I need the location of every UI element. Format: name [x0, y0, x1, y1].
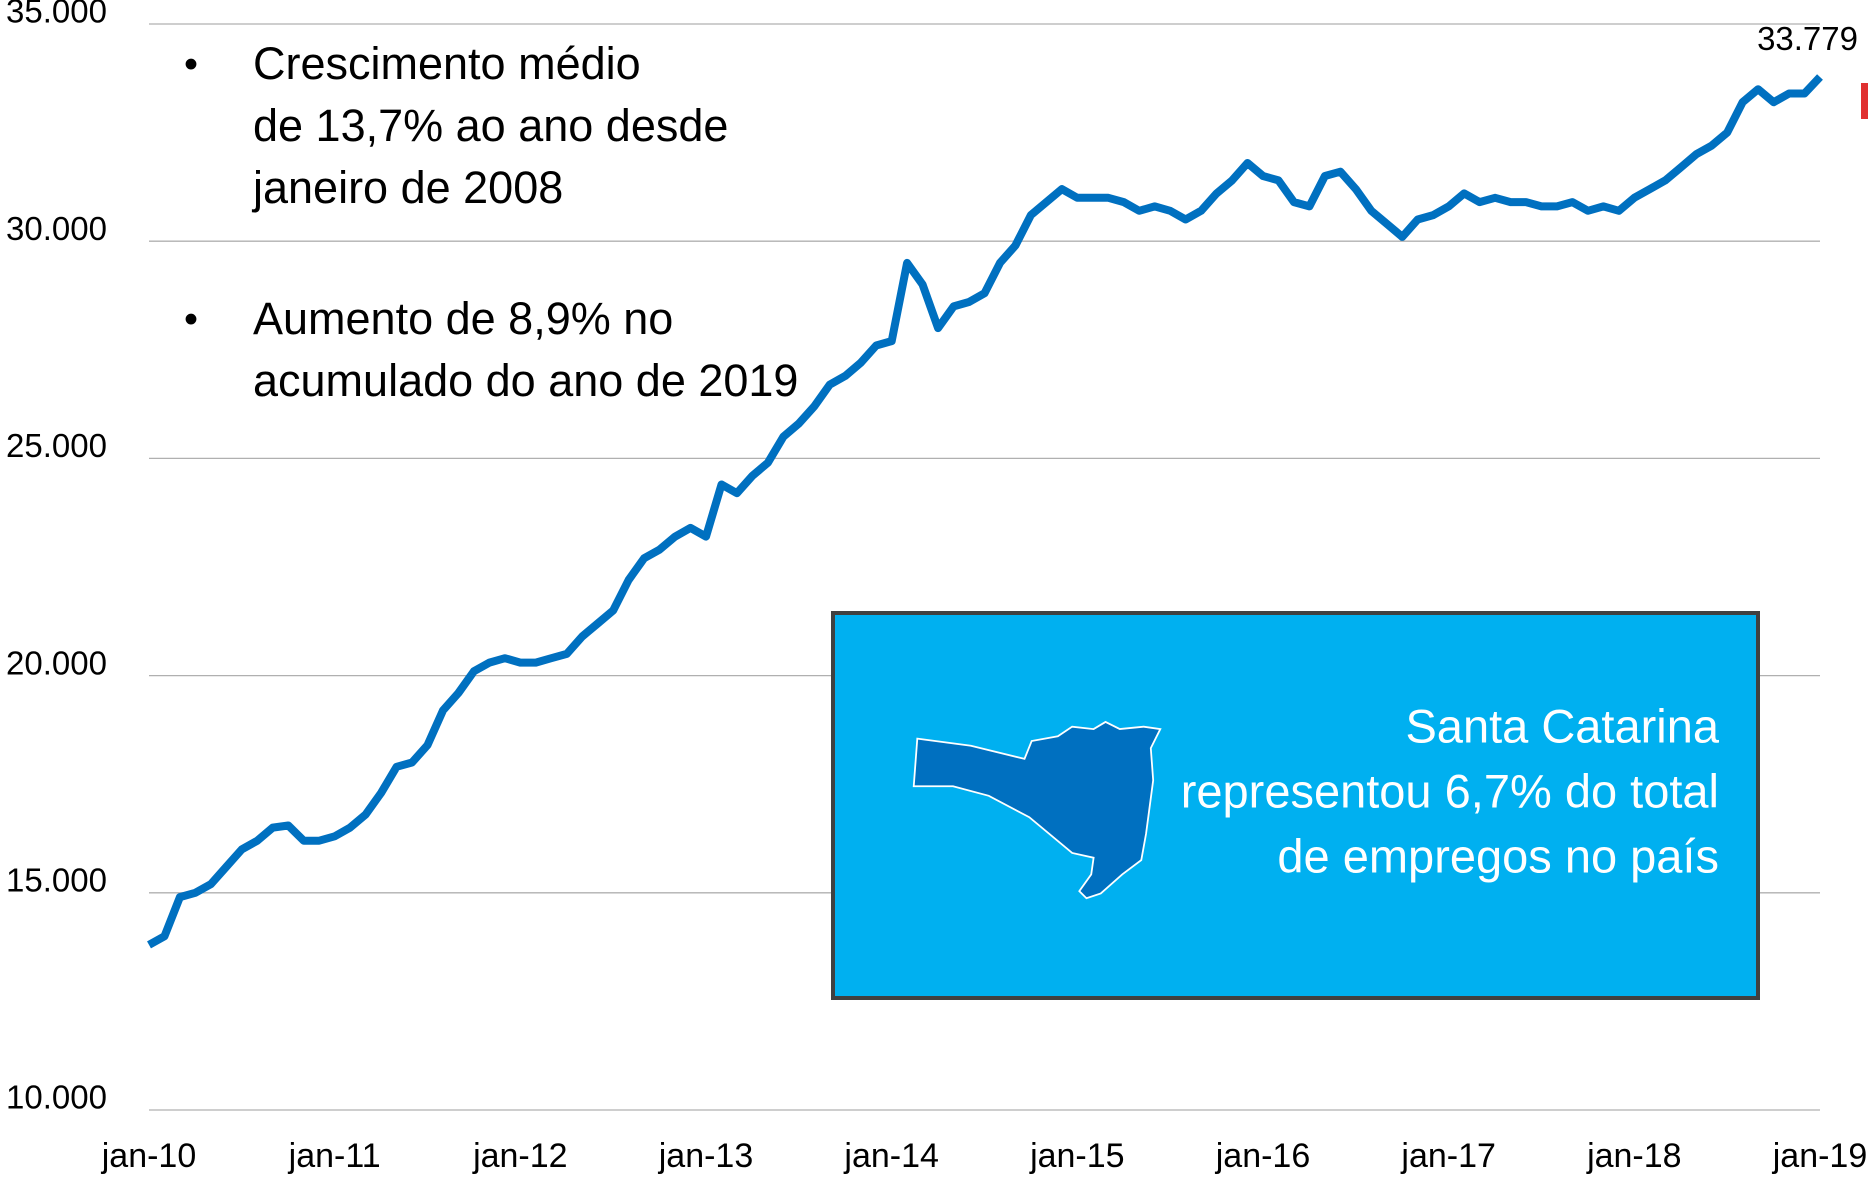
y-tick-label: 10.000 — [6, 1079, 107, 1116]
bullet-text: janeiro de 2008 — [251, 162, 563, 213]
x-tick-label: jan-13 — [658, 1137, 754, 1175]
callout-box — [831, 611, 1760, 1000]
callout-text: de empregos no país — [1277, 829, 1719, 882]
x-tick-label: jan-15 — [1029, 1137, 1125, 1175]
x-tick-label: jan-14 — [843, 1137, 939, 1175]
edge-accent — [1861, 83, 1868, 119]
callout-text: representou 6,7% do total — [1181, 764, 1719, 817]
bullet-text: Aumento de 8,9% no — [253, 293, 673, 344]
callout-text: Santa Catarina — [1405, 699, 1719, 752]
texts: 10.000 15.000 20.000 25.000 30.000 35.000 jan-… — [6, 0, 1867, 1175]
bullet-text: Crescimento médio — [253, 38, 641, 89]
x-tick-label: jan-12 — [472, 1137, 568, 1175]
line-series — [147, 74, 1823, 949]
bullet-symbol: • — [184, 298, 198, 342]
bullet-symbol: • — [184, 43, 198, 87]
y-tick-label: 35.000 — [6, 0, 107, 30]
y-tick-label: 25.000 — [6, 427, 107, 464]
state-map — [912, 720, 1162, 900]
x-tick-label: jan-16 — [1215, 1137, 1311, 1175]
y-tick-label: 15.000 — [6, 862, 107, 899]
bullet-text: acumulado do ano de 2019 — [253, 355, 798, 406]
y-tick-label: 30.000 — [6, 210, 107, 247]
x-tick-label: jan-19 — [1772, 1137, 1868, 1175]
x-tick-label: jan-18 — [1586, 1137, 1682, 1175]
x-tick-label: jan-11 — [288, 1137, 381, 1175]
x-tick-label: jan-17 — [1400, 1137, 1496, 1175]
santa-catarina-shape — [912, 720, 1162, 900]
x-tick-label: jan-10 — [101, 1137, 197, 1175]
bullet-text: de 13,7% ao ano desde — [253, 100, 728, 151]
y-tick-label: 20.000 — [6, 644, 107, 681]
lines — [147, 74, 1823, 949]
data-label: 33.779 — [1757, 20, 1858, 57]
